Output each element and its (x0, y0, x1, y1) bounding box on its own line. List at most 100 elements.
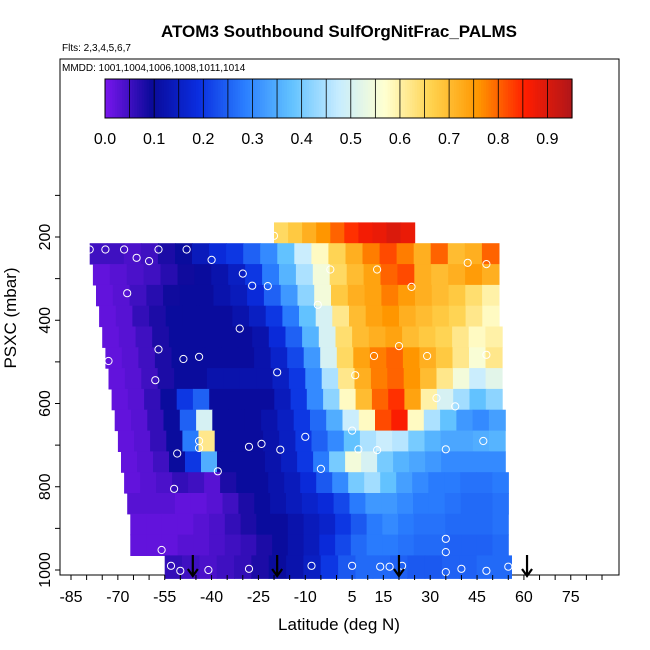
colorbar-swatch (259, 79, 263, 118)
heatmap-cell (429, 534, 446, 556)
heatmap-cell (460, 472, 477, 494)
heatmap-cell (316, 472, 333, 494)
heatmap-cell (268, 472, 285, 494)
y-tick-label: 400 (37, 307, 54, 334)
colorbar-swatch (161, 79, 165, 118)
colorbar-swatch (107, 79, 111, 118)
colorbar-swatch (134, 79, 138, 118)
heatmap-cell (482, 305, 500, 328)
heatmap-cell (265, 305, 283, 328)
colorbar-swatch (122, 79, 126, 118)
heatmap-cell (99, 305, 117, 328)
heatmap-cell (388, 388, 406, 411)
heatmap-cell (111, 388, 129, 411)
heatmap-cell (297, 284, 315, 307)
data-point (195, 352, 204, 361)
colorbar-swatch (321, 79, 325, 118)
heatmap-cell (143, 264, 162, 286)
colorbar-swatch (500, 79, 504, 118)
data-point (166, 561, 176, 570)
heatmap-cell (456, 409, 474, 432)
heatmap-cell (400, 222, 416, 244)
heatmap-cell (331, 284, 349, 307)
heatmap-cell (249, 451, 266, 473)
heatmap-cell (213, 284, 231, 307)
data-point (504, 562, 513, 571)
data-point (441, 445, 450, 454)
flight-arrow (521, 555, 533, 578)
heatmap-cell (440, 409, 457, 432)
heatmap-cell (375, 409, 392, 432)
heatmap-cell (249, 305, 267, 328)
heatmap-cell (342, 409, 360, 432)
heatmap-cell (174, 368, 192, 390)
heatmap-cell (420, 388, 438, 411)
heatmap-cell (377, 451, 394, 473)
heatmap-cell (376, 430, 393, 452)
colorbar-swatch (554, 79, 558, 118)
colorbar-swatch (272, 79, 276, 118)
heatmap-cell (303, 513, 320, 536)
heatmap-cell (457, 451, 474, 473)
colorbar-swatch (336, 79, 340, 118)
data-point (248, 281, 257, 290)
colorbar-swatch (436, 79, 440, 118)
heatmap-cell (392, 430, 409, 452)
heatmap-cell (105, 347, 123, 369)
colorbar-swatch (245, 79, 249, 118)
data-point (170, 484, 179, 493)
heatmap-cell (391, 409, 409, 432)
colorbar-swatch (429, 79, 433, 118)
heatmap-cell (445, 513, 462, 536)
heatmap-cell (232, 305, 250, 328)
data-point (145, 257, 154, 266)
heatmap-cell (361, 451, 378, 473)
colorbar-swatch (547, 79, 551, 118)
heatmap-cell (201, 451, 218, 473)
heatmap-cell (140, 472, 157, 494)
data-point (182, 245, 191, 254)
heatmap-cell (224, 513, 242, 536)
data-point (213, 467, 222, 476)
data-point (313, 300, 322, 309)
heatmap-cell (106, 243, 125, 265)
colorbar-swatch (515, 79, 519, 118)
heatmap-cell (386, 347, 404, 369)
heatmap-cell (215, 305, 233, 328)
data-point (263, 282, 272, 291)
observation-points (85, 231, 513, 577)
heatmap-cell (134, 430, 151, 452)
colorbar-swatch (567, 79, 571, 118)
colorbar-swatch (304, 79, 308, 118)
data-point (441, 534, 450, 543)
colorbar-swatch (456, 79, 460, 118)
heatmap-cell (256, 368, 274, 390)
heatmap-cell (108, 368, 126, 390)
colorbar-swatch (141, 79, 145, 118)
colorbar-swatch (186, 79, 190, 118)
heatmap-cell (226, 243, 244, 265)
heatmap-cell (141, 368, 159, 390)
x-tick-label: 45 (468, 589, 486, 606)
colorbar-swatch (466, 79, 470, 118)
heatmap-cell (190, 493, 208, 515)
x-tick-label: 60 (515, 589, 533, 606)
flights-note: Flts: 2,3,4,5,6,7 (62, 43, 131, 54)
heatmap-cell (121, 347, 139, 369)
data-point (432, 394, 441, 403)
heatmap-cell (473, 451, 490, 473)
heatmap-cell (251, 555, 270, 579)
heatmap-cell (380, 472, 397, 494)
data-point (151, 376, 160, 385)
colorbar-swatch (483, 79, 487, 118)
heatmap-cell (338, 368, 356, 390)
heatmap-cell (437, 388, 454, 411)
heatmap-cell (247, 284, 265, 307)
colorbar-swatch (316, 79, 320, 118)
heatmap-cell (386, 222, 402, 244)
heatmap-cell (112, 284, 131, 307)
heatmap-cell (164, 555, 183, 579)
heatmap-cell (228, 409, 246, 432)
heatmap-cell (485, 388, 503, 411)
colorbar-swatch (144, 79, 148, 118)
